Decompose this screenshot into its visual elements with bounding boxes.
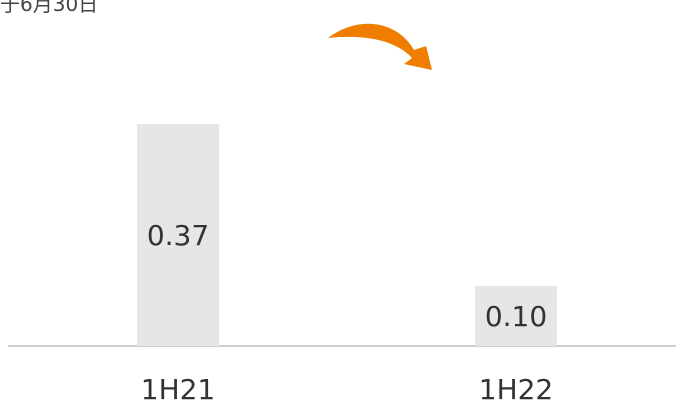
bar-1h22 (475, 286, 557, 346)
curved-down-arrow-icon (328, 23, 432, 70)
value-labels-group: 0.37 0.10 (147, 219, 547, 333)
value-label-1h21: 0.37 (147, 219, 209, 252)
bar-1h21 (137, 124, 219, 346)
value-label-1h22: 0.10 (485, 300, 547, 333)
bars-group (137, 124, 557, 346)
category-labels-group: 1H21 1H22 (141, 373, 554, 406)
category-label-1h22: 1H22 (479, 373, 554, 406)
category-label-1h21: 1H21 (141, 373, 216, 406)
header-note: 于6月30日 (0, 0, 99, 16)
